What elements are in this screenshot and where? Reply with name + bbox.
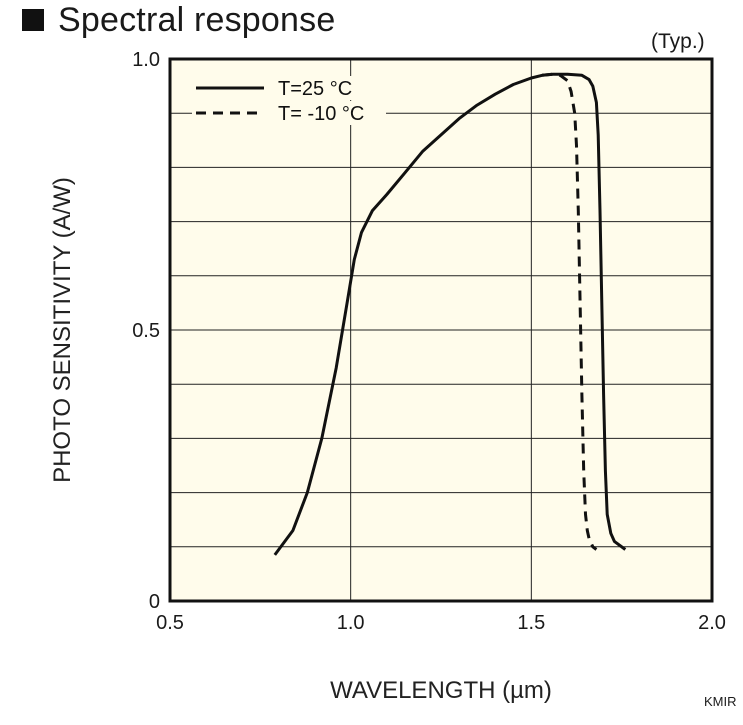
square-bullet-icon: [22, 9, 44, 31]
y-tick-label: 0: [149, 591, 160, 613]
series-line-minus10c: [542, 72, 598, 551]
page-title: Spectral response: [58, 0, 336, 39]
legend-label: T=25 °C: [278, 78, 352, 100]
figure-code: KMIR: [704, 694, 737, 709]
series-layer: [273, 72, 627, 556]
x-tick-label: 1.5: [517, 612, 545, 634]
x-tick-label: 2.0: [698, 612, 726, 634]
typical-note: (Typ.): [651, 30, 705, 53]
y-tick-label: 1.0: [132, 49, 160, 71]
legend-backdrop: [192, 101, 386, 125]
title-block: Spectral response: [22, 0, 335, 40]
x-axis-label: WAVELENGTH (µm): [330, 677, 552, 704]
x-tick-label: 0.5: [156, 612, 184, 634]
series-line-25c: [273, 72, 627, 556]
x-tick-label: 1.0: [337, 612, 365, 634]
y-axis-label: PHOTO SENSITIVITY (A/W): [49, 177, 76, 483]
legend: T=25 °C T= -10 °C: [192, 76, 386, 125]
tick-labels: 0.5 1.0 1.5 2.000.51.0: [132, 49, 726, 634]
grid-lines: [169, 59, 713, 601]
legend-label: T= -10 °C: [278, 103, 364, 125]
plot-frame: [168, 57, 714, 603]
y-tick-label: 0.5: [132, 320, 160, 342]
